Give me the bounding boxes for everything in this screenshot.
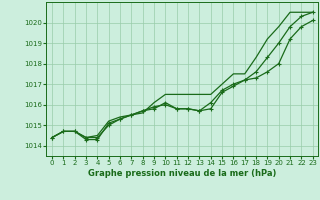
X-axis label: Graphe pression niveau de la mer (hPa): Graphe pression niveau de la mer (hPa) bbox=[88, 169, 276, 178]
